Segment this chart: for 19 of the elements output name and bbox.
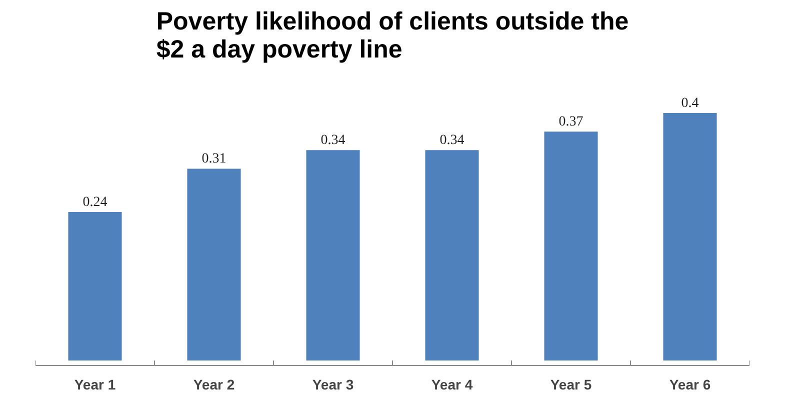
bar (663, 113, 717, 361)
data-label: 0.34 (440, 133, 464, 148)
x-tick-label: Year 2 (193, 376, 235, 392)
data-label: 0.34 (320, 133, 346, 148)
bar (68, 212, 122, 361)
x-tick-label: Year 4 (431, 376, 473, 392)
x-tick-label: Year 3 (312, 376, 354, 392)
bar (425, 150, 479, 361)
bar (187, 168, 241, 361)
x-tick-label: Year 5 (550, 376, 592, 392)
x-tick-label: Year 1 (74, 376, 116, 392)
bar (306, 150, 360, 361)
data-label: 0.37 (558, 114, 584, 130)
data-label: 0.31 (202, 152, 226, 167)
data-label: 0.24 (82, 195, 108, 210)
chart-title: Poverty likelihood of clients outside the $2 a day poverty line (156, 8, 629, 64)
bar (544, 132, 598, 361)
data-label: 0.4 (681, 96, 699, 112)
x-tick-label: Year 6 (669, 376, 711, 392)
